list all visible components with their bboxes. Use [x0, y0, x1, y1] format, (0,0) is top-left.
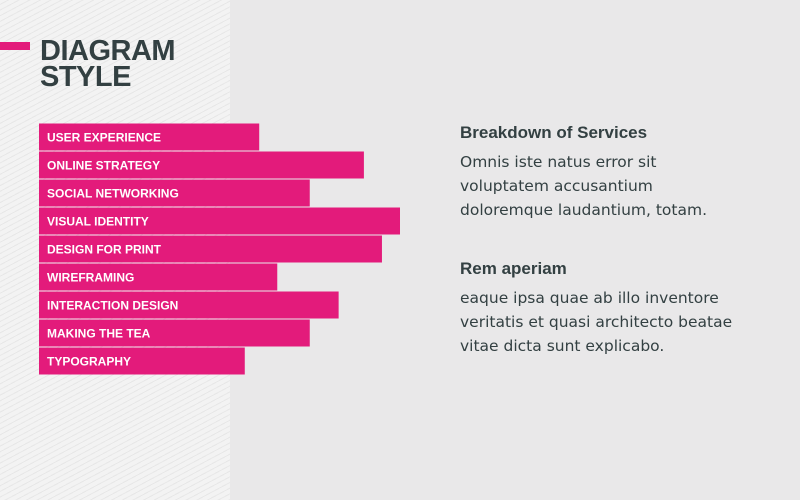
bar-user-experience — [39, 123, 260, 151]
bar-making-the-tea — [39, 319, 310, 347]
bar-label: INTERACTION DESIGN — [47, 299, 178, 313]
bar-label: ONLINE STRATEGY — [47, 159, 160, 173]
block-heading: Rem aperiam — [460, 259, 567, 278]
bar-label: USER EXPERIENCE — [47, 131, 161, 145]
block-body: eaque ipsa quae ab illo inventore verita… — [460, 286, 780, 358]
body-line: voluptatem accusantium — [460, 177, 653, 195]
body-line: doloremque laudantium, totam. — [460, 201, 708, 219]
bar-visual-identity — [39, 207, 400, 235]
bar-label: TYPOGRAPHY — [47, 355, 131, 369]
bar-typography — [39, 347, 245, 375]
accent-bar — [0, 42, 30, 50]
block-heading: Breakdown of Services — [460, 123, 648, 142]
body-line: vitae dicta sunt explicabo. — [460, 337, 665, 355]
bar-online-strategy — [39, 151, 364, 179]
block-body: Omnis iste natus error sit voluptatem ac… — [460, 150, 780, 222]
text-block-services: Breakdown of Services Omnis iste natus e… — [460, 122, 780, 222]
body-line: veritatis et quasi architecto beatae — [460, 313, 733, 331]
bar-label: VISUAL IDENTITY — [47, 215, 149, 229]
body-line: eaque ipsa quae ab illo inventore — [460, 289, 719, 307]
bar-label: WIREFRAMING — [47, 271, 134, 285]
text-block-aperiam: Rem aperiam eaque ipsa quae ab illo inve… — [460, 258, 780, 358]
title-line-1: DIAGRAM — [40, 35, 176, 67]
bar-wireframing — [39, 263, 278, 291]
bar-label: DESIGN FOR PRINT — [47, 243, 162, 257]
bar-design-for-print — [39, 235, 382, 263]
bar-interaction-design — [39, 291, 339, 319]
title-line-2: STYLE — [40, 61, 131, 93]
page-title: DIAGRAM STYLE — [40, 35, 176, 93]
bar-label: MAKING THE TEA — [47, 327, 151, 341]
bar-label: SOCIAL NETWORKING — [47, 187, 179, 201]
body-line: Omnis iste natus error sit — [460, 153, 657, 171]
bar-social-networking — [39, 179, 310, 207]
